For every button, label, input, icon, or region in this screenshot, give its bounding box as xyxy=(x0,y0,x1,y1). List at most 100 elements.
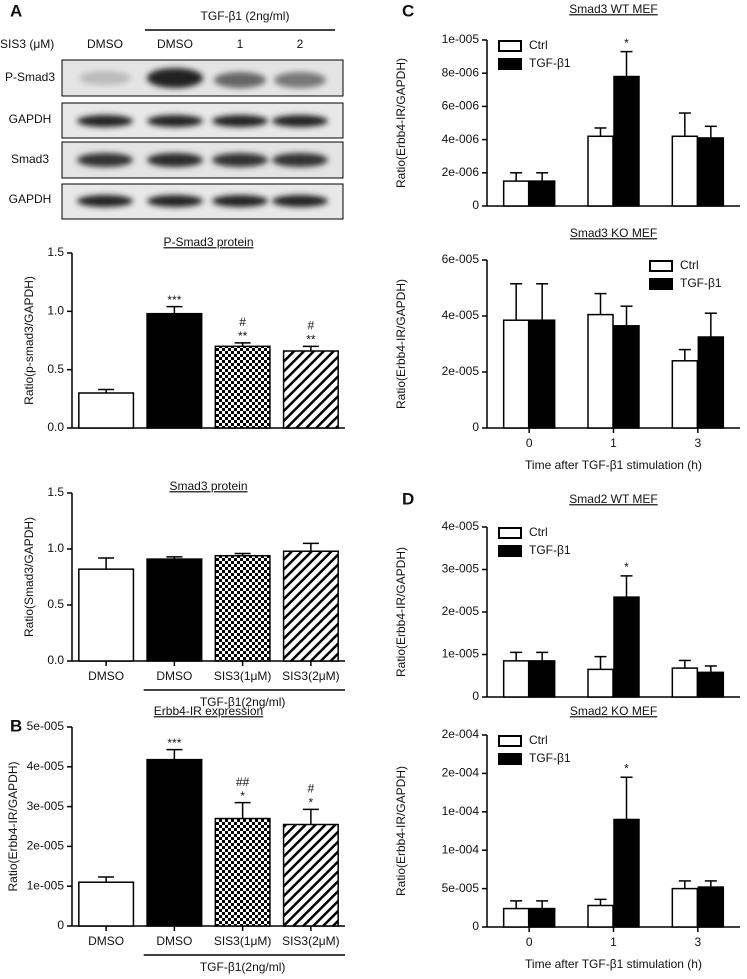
significance-label: # xyxy=(308,319,315,333)
legend-label: TGF-β1 xyxy=(680,276,722,290)
significance-label: ## xyxy=(236,775,250,789)
x-tick-label: SIS3(1μM) xyxy=(214,934,272,948)
legend-label: Ctrl xyxy=(529,733,548,747)
panel-label: A xyxy=(10,1,22,20)
x-axis-label: Time after TGF-β1 stimulation (h) xyxy=(525,458,702,472)
bar xyxy=(78,881,135,927)
y-tick-label: 1.0 xyxy=(47,541,64,555)
legend-label: TGF-β1 xyxy=(529,56,571,70)
bar xyxy=(146,312,203,429)
significance-label: ** xyxy=(306,333,316,347)
bar xyxy=(282,350,339,429)
legend-label: Ctrl xyxy=(680,258,699,272)
x-tick-label: 0 xyxy=(526,935,533,949)
row-label: GAPDH xyxy=(9,112,52,126)
x-tick-label: 3 xyxy=(694,935,701,949)
y-tick-label: 1e-004 xyxy=(442,842,480,856)
chart-title: Erbb4-IR expression xyxy=(154,704,263,718)
y-tick-label: 1.0 xyxy=(47,304,64,318)
bar xyxy=(78,568,135,662)
legend-swatch xyxy=(649,260,673,272)
y-axis-label: Ratio(Erbb4-IR/GAPDH) xyxy=(394,547,408,677)
y-tick-label: 6e-006 xyxy=(442,99,480,113)
significance-label: * xyxy=(624,761,629,775)
bar xyxy=(587,668,614,698)
panel-label: D xyxy=(402,489,414,508)
bar xyxy=(282,550,339,662)
y-axis-label: Ratio(Smad3/GAPDH) xyxy=(22,517,36,637)
significance-label: # xyxy=(239,315,246,329)
significance-label: * xyxy=(624,560,629,574)
legend-label: TGF-β1 xyxy=(529,543,571,557)
y-tick-label: 0.5 xyxy=(47,362,64,376)
legend-label: Ctrl xyxy=(529,525,548,539)
bar xyxy=(671,135,699,207)
lane-label: DMSO xyxy=(157,37,193,51)
y-tick-label: 2e-004 xyxy=(442,727,480,741)
bar xyxy=(613,75,640,207)
y-tick-label: 3e-005 xyxy=(27,799,65,813)
significance-label: * xyxy=(624,36,629,50)
x-tick-label: 3 xyxy=(694,436,701,450)
bar xyxy=(146,558,203,662)
y-tick-label: 4e-005 xyxy=(27,759,65,773)
y-tick-label: 2e-005 xyxy=(442,604,480,618)
x-tick-label: SIS3(1μM) xyxy=(214,669,272,683)
bar xyxy=(528,180,556,207)
bar xyxy=(502,180,530,207)
x-tick-label: 0 xyxy=(526,436,533,450)
lane-label: DMSO xyxy=(87,37,123,51)
bar xyxy=(528,319,556,429)
legend-swatch xyxy=(498,545,522,557)
chart-title: Smad2 KO MEF xyxy=(570,704,657,718)
significance-label: # xyxy=(308,782,315,796)
y-tick-label: 4e-006 xyxy=(442,132,480,146)
bar xyxy=(671,667,699,698)
y-tick-label: 5e-005 xyxy=(442,881,480,895)
y-tick-label: 6e-005 xyxy=(442,252,480,266)
blot-dose-label: SIS3 (μM) xyxy=(0,37,54,51)
x-tick-label: DMSO xyxy=(156,934,192,948)
bar xyxy=(697,886,725,928)
legend-label: Ctrl xyxy=(529,38,548,52)
y-axis-label: Ratio(p-smad3/GAPDH) xyxy=(22,276,36,405)
significance-label: * xyxy=(309,796,314,810)
bar xyxy=(528,660,556,698)
y-axis-label: Ratio(Erbb4-IR/GAPDH) xyxy=(394,58,408,188)
y-tick-label: 0 xyxy=(472,919,479,933)
bar xyxy=(613,325,640,429)
x-tick-label: SIS3(2μM) xyxy=(282,934,340,948)
y-tick-label: 2e-005 xyxy=(442,364,480,378)
x-tick-label: 1 xyxy=(610,436,617,450)
y-tick-label: 0 xyxy=(472,420,479,434)
y-tick-label: 1e-005 xyxy=(442,32,480,46)
bar xyxy=(697,671,725,698)
chart-title: Smad3 KO MEF xyxy=(570,226,657,240)
bar xyxy=(697,137,725,207)
bar xyxy=(613,818,640,928)
x-tick-label: DMSO xyxy=(88,934,124,948)
legend-swatch xyxy=(498,527,522,539)
significance-label: *** xyxy=(167,293,181,307)
panel-label: B xyxy=(10,716,22,735)
y-tick-label: 0 xyxy=(472,689,479,703)
chart-title: Smad2 WT MEF xyxy=(569,492,657,506)
significance-label: ** xyxy=(238,329,248,343)
group-label: TGF-β1(2ng/ml) xyxy=(200,960,286,974)
y-tick-label: 1e-005 xyxy=(442,647,480,661)
x-tick-label: SIS3(2μM) xyxy=(282,669,340,683)
y-tick-label: 0.0 xyxy=(47,420,64,434)
chart-title: Smad3 protein xyxy=(169,479,247,493)
y-tick-label: 4e-005 xyxy=(442,308,480,322)
legend-swatch xyxy=(498,40,522,52)
bar xyxy=(282,823,339,927)
bar xyxy=(502,660,530,698)
panel-label: C xyxy=(402,1,414,20)
y-tick-label: 1.5 xyxy=(47,485,64,499)
western-blot: TGF-β1 (2ng/ml) SIS3 (μM) DMSO DMSO 1 2 … xyxy=(0,9,344,220)
bar xyxy=(697,336,725,429)
y-tick-label: 1.5 xyxy=(47,245,64,259)
bar xyxy=(671,887,699,928)
y-tick-label: 0.5 xyxy=(47,597,64,611)
y-tick-label: 1e-005 xyxy=(27,878,65,892)
